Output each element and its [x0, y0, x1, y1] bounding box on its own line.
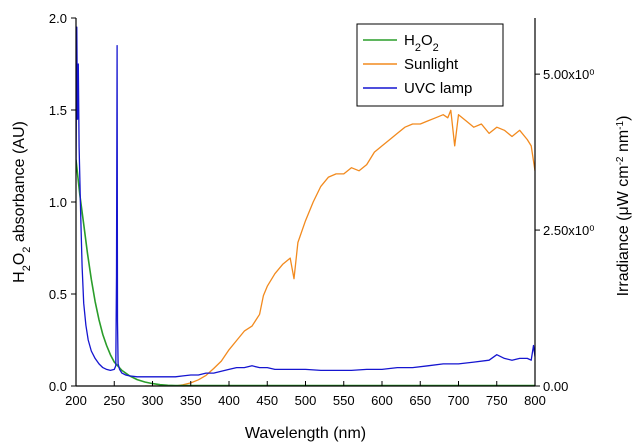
legend-label-uvc-lamp: UVC lamp [404, 80, 472, 97]
y-right-tick-label: 5.00x10⁰ [543, 67, 594, 82]
legend-label-sunlight: Sunlight [404, 56, 459, 73]
x-tick-label: 650 [409, 393, 431, 408]
x-tick-label: 550 [333, 393, 355, 408]
x-tick-label: 600 [371, 393, 393, 408]
x-axis-title: Wavelength (nm) [245, 425, 366, 442]
y-left-tick-label: 0.0 [49, 379, 67, 394]
x-tick-label: 350 [180, 393, 202, 408]
y-right-tick-label: 0.00 [543, 379, 568, 394]
series-line-sunlight [145, 110, 535, 386]
y-left-tick-label: 1.0 [49, 195, 67, 210]
x-tick-label: 500 [295, 393, 317, 408]
x-tick-label: 250 [103, 393, 125, 408]
x-tick-label: 700 [448, 393, 470, 408]
series-line-h2o2 [76, 160, 535, 386]
x-tick-label: 300 [142, 393, 164, 408]
axes-layer: 200 250 300 350 400 450 500 550 600 650 700 750 8000… [11, 11, 632, 442]
x-tick-label: 800 [524, 393, 546, 408]
x-tick-label: 200 [65, 393, 87, 408]
y-left-tick-label: 0.5 [49, 287, 67, 302]
y-left-tick-label: 2.0 [49, 11, 67, 26]
x-tick-label: 400 [218, 393, 240, 408]
y-left-axis-title: H2O2 absorbance (AU) [11, 121, 33, 283]
y-right-axis-title: Irradiance (μW cm-2 nm-1) [615, 116, 633, 297]
y-left-tick-label: 1.5 [49, 103, 67, 118]
x-tick-label: 750 [486, 393, 508, 408]
y-right-tick-label: 2.50x10⁰ [543, 223, 594, 238]
x-tick-label: 450 [256, 393, 278, 408]
